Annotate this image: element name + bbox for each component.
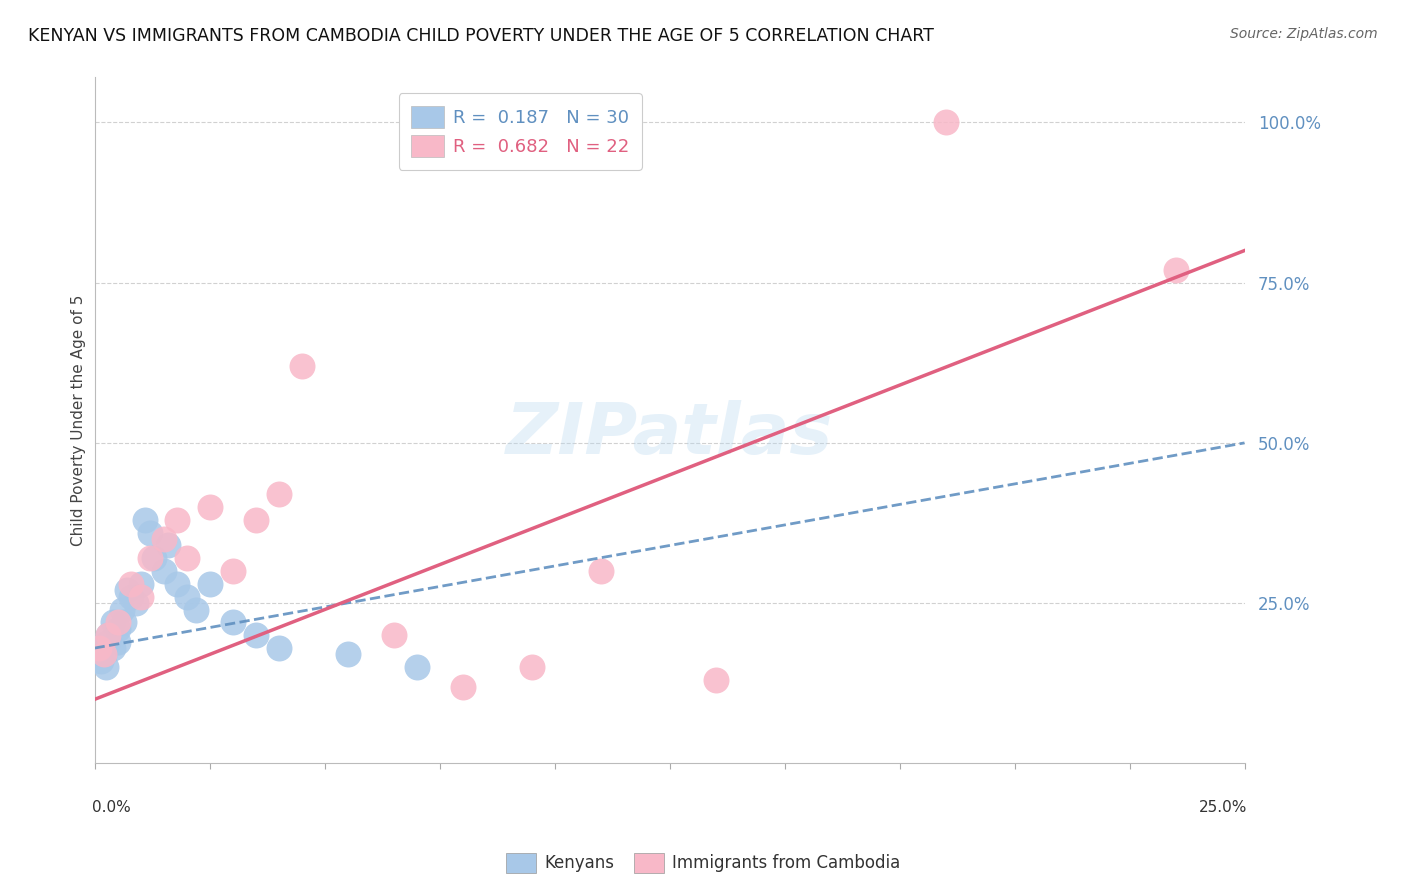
- Point: [245, 628, 267, 642]
- Text: 25.0%: 25.0%: [1198, 799, 1247, 814]
- Point: [120, 590, 142, 604]
- Point: [134, 513, 156, 527]
- Point: [143, 551, 166, 566]
- Point: [152, 532, 174, 546]
- Point: [139, 525, 162, 540]
- Point: [89, 641, 111, 656]
- Point: [157, 539, 180, 553]
- Text: KENYAN VS IMMIGRANTS FROM CAMBODIA CHILD POVERTY UNDER THE AGE OF 5 CORRELATION : KENYAN VS IMMIGRANTS FROM CAMBODIA CHILD…: [28, 27, 934, 45]
- Point: [97, 628, 120, 642]
- Point: [107, 634, 129, 648]
- Point: [290, 359, 312, 373]
- Point: [93, 648, 115, 662]
- Point: [114, 615, 136, 630]
- Point: [451, 680, 474, 694]
- Point: [589, 564, 612, 578]
- Point: [93, 648, 115, 662]
- Text: ZIPatlas: ZIPatlas: [506, 400, 834, 468]
- Point: [152, 564, 174, 578]
- Point: [139, 551, 162, 566]
- Point: [221, 615, 243, 630]
- Point: [267, 641, 290, 656]
- Point: [166, 577, 188, 591]
- Y-axis label: Child Poverty Under the Age of 5: Child Poverty Under the Age of 5: [72, 294, 86, 546]
- Point: [198, 500, 221, 514]
- Point: [198, 577, 221, 591]
- Text: Source: ZipAtlas.com: Source: ZipAtlas.com: [1230, 27, 1378, 41]
- Text: 0.0%: 0.0%: [93, 799, 131, 814]
- Point: [176, 551, 198, 566]
- Point: [405, 660, 427, 674]
- Point: [129, 577, 152, 591]
- Point: [107, 622, 129, 636]
- Point: [107, 615, 129, 630]
- Point: [90, 654, 112, 668]
- Legend: R =  0.187   N = 30, R =  0.682   N = 22: R = 0.187 N = 30, R = 0.682 N = 22: [398, 94, 641, 169]
- Point: [97, 628, 120, 642]
- Point: [115, 583, 138, 598]
- Point: [520, 660, 543, 674]
- Point: [1164, 262, 1187, 277]
- Point: [184, 602, 207, 616]
- Point: [129, 590, 152, 604]
- Legend: Kenyans, Immigrants from Cambodia: Kenyans, Immigrants from Cambodia: [499, 847, 907, 880]
- Point: [176, 590, 198, 604]
- Point: [934, 115, 956, 129]
- Point: [267, 487, 290, 501]
- Point: [89, 641, 111, 656]
- Point: [704, 673, 727, 687]
- Point: [221, 564, 243, 578]
- Point: [94, 660, 117, 674]
- Point: [97, 634, 120, 648]
- Point: [245, 513, 267, 527]
- Point: [101, 615, 124, 630]
- Point: [336, 648, 359, 662]
- Point: [120, 577, 142, 591]
- Point: [125, 596, 148, 610]
- Point: [382, 628, 405, 642]
- Point: [166, 513, 188, 527]
- Point: [111, 602, 134, 616]
- Point: [101, 641, 124, 656]
